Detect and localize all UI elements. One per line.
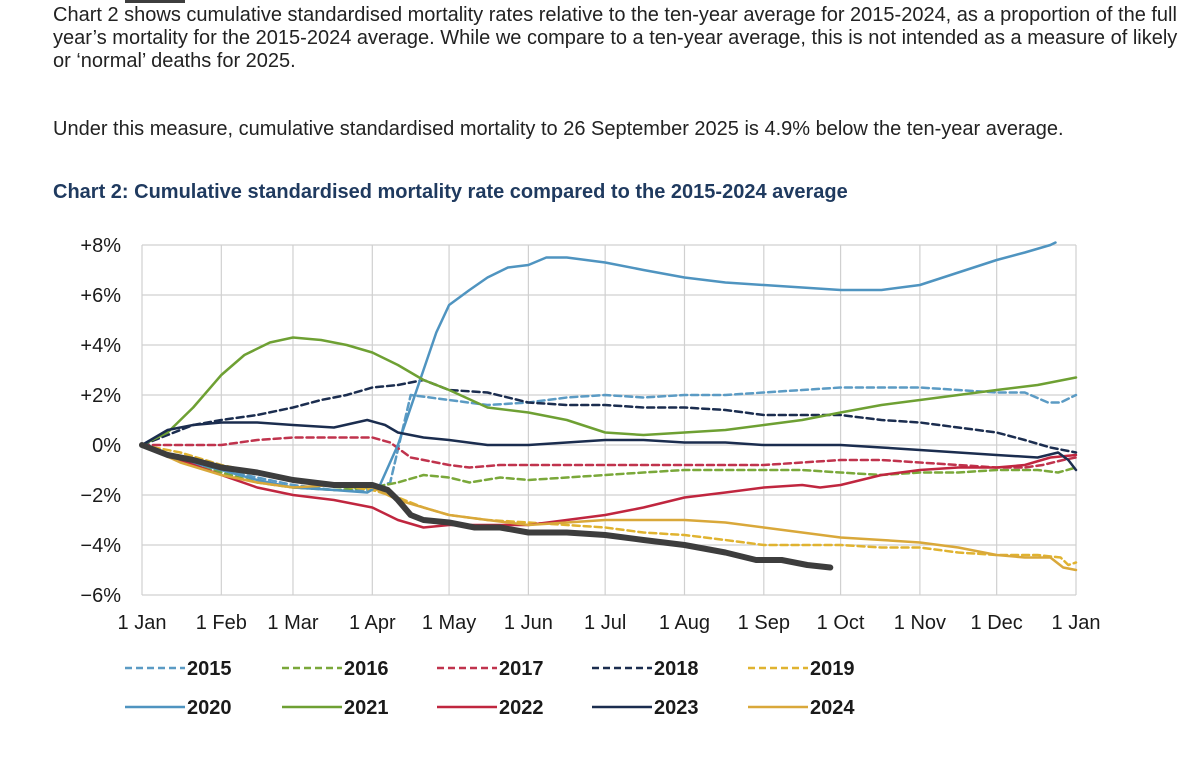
x-tick-label: 1 May [422,612,476,634]
x-tick-label: 1 Nov [894,612,946,634]
legend-item-2021: 2021 [282,697,389,719]
x-tick-label: 1 Jun [504,612,553,634]
legend-label: 2024 [810,697,855,719]
series-layer [139,241,1078,572]
series-line-2020 [140,241,1057,494]
legend-item-2024: 2024 [748,697,855,719]
x-tick-label: 1 Oct [817,612,865,634]
x-tick-label: 1 Apr [349,612,396,634]
series-line-2017 [140,436,1078,469]
legend-label: 2025 [187,0,232,5]
x-tick-label: 1 Jan [1052,612,1101,634]
x-tick-label: 1 Jul [584,612,626,634]
series-line-2022 [140,443,1078,529]
legend-label: 2023 [654,697,699,719]
x-tick-label: 1 Mar [267,612,318,634]
legend-label: 2017 [499,658,544,680]
x-tick-label: 1 Jan [118,612,167,634]
legend-item-2022: 2022 [437,697,544,719]
y-tick-label: −2% [80,485,121,507]
y-tick-label: +4% [80,335,121,357]
y-tick-label: 0% [92,435,121,457]
chart-title: Chart 2: Cumulative standardised mortali… [53,181,848,203]
intro-paragraph: Chart 2 shows cumulative standardised mo… [53,4,1178,72]
y-tick-label: −4% [80,535,121,557]
legend-label: 2021 [344,697,389,719]
grid-layer [141,244,1077,596]
legend-item-2019: 2019 [748,658,855,680]
series-line-2024 [140,443,1078,572]
legend-label: 2015 [187,658,232,680]
legend-layer: 2015 2016 2017 2018 2019 2020 2021 2022 2023 2024… [125,0,855,719]
legend-item-2015: 2015 [125,658,232,680]
axis-layer: +8% +6% +4% +2% 0% −2% −4% −6% 1 Jan 1 Feb 1 Mar 1 … [80,235,1100,634]
legend-item-2020: 2020 [125,697,232,719]
y-tick-label: +8% [80,235,121,257]
summary-paragraph: Under this measure, cumulative standardi… [53,118,1064,140]
series-line-2021 [140,336,1078,447]
x-tick-label: 1 Aug [659,612,710,634]
x-tick-label: 1 Feb [196,612,247,634]
x-tick-label: 1 Sep [738,612,790,634]
legend-item-2018: 2018 [592,658,699,680]
legend-item-2025: 2025 [125,0,232,5]
legend-label: 2016 [344,658,389,680]
series-line-2018 [140,378,1078,454]
legend-label: 2019 [810,658,855,680]
legend-item-2017: 2017 [437,658,544,680]
series-line-2023 [140,418,1078,472]
legend-item-2023: 2023 [592,697,699,719]
legend-item-2016: 2016 [282,658,389,680]
legend-label: 2020 [187,697,232,719]
y-tick-label: +6% [80,285,121,307]
legend-label: 2018 [654,658,699,680]
series-line-2025 [139,442,834,571]
y-tick-label: +2% [80,385,121,407]
y-tick-label: −6% [80,585,121,607]
x-tick-label: 1 Dec [971,612,1023,634]
series-line-2019 [140,443,1078,567]
legend-label: 2022 [499,697,544,719]
